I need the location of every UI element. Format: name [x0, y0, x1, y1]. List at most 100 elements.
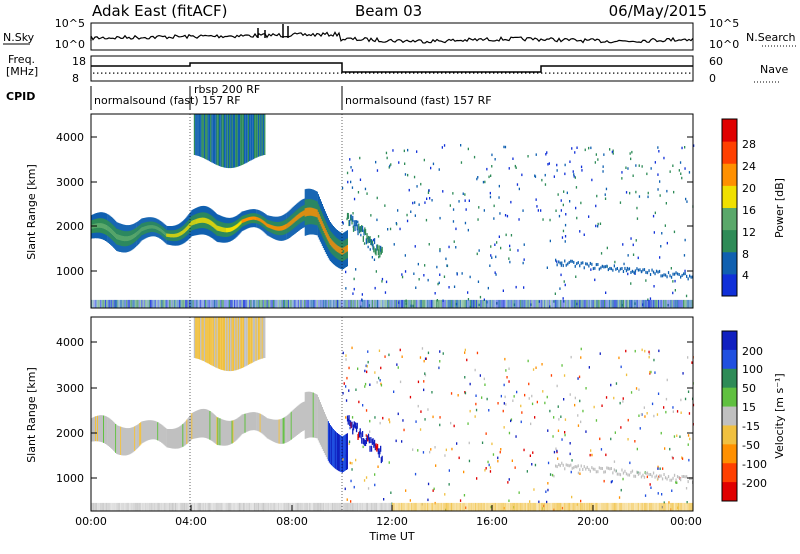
power-cell: [563, 190, 565, 193]
velocity-cell: [578, 375, 581, 379]
velocity-cell: [287, 414, 289, 442]
power-cell: [573, 175, 575, 178]
velocity-cell: [477, 502, 479, 511]
power-cell: [508, 257, 510, 260]
velocity-cell: [195, 411, 197, 439]
power-cell: [660, 274, 662, 278]
power-cell: [272, 299, 275, 308]
power-cell: [330, 299, 332, 308]
power-cell: [193, 114, 196, 155]
velocity-cell: [137, 502, 139, 511]
velocity-cell: [97, 502, 99, 511]
nave-dot: [401, 72, 403, 74]
power-cell: [488, 299, 490, 308]
power-cell: [329, 238, 331, 245]
velocity-cell: [686, 502, 688, 511]
power-cell: [247, 217, 249, 221]
velocity-cell: [282, 418, 284, 444]
velocity-cell: [208, 410, 210, 440]
nave-dot: [201, 72, 203, 74]
power-cell: [190, 222, 192, 227]
velocity-cell: [685, 487, 688, 490]
power-cell: [281, 299, 283, 308]
power-cell: [185, 227, 187, 232]
power-cell: [305, 208, 307, 217]
velocity-cell: [639, 502, 641, 511]
velocity-cell: [548, 502, 550, 511]
velocity-cell: [311, 502, 313, 511]
velocity-colorbar-swatch: [722, 349, 737, 370]
velocity-cell: [579, 472, 581, 475]
power-cbar-tick-16: 16: [742, 204, 756, 217]
velocity-cell: [594, 467, 596, 471]
power-cell: [169, 233, 171, 238]
power-cell: [348, 220, 350, 227]
power-cell: [522, 209, 524, 212]
velocity-cell: [516, 502, 518, 511]
power-cell: [383, 299, 385, 308]
power-cell: [127, 236, 129, 241]
velocity-cell: [397, 502, 399, 511]
velocity-cell: [210, 411, 212, 441]
power-cell: [339, 247, 341, 254]
power-cell: [319, 216, 321, 225]
power-cell: [593, 299, 596, 308]
power-cell: [350, 180, 352, 184]
velocity-cell: [565, 502, 567, 511]
velocity-cell: [532, 368, 535, 371]
velocity-cell: [255, 412, 257, 431]
power-cell: [374, 299, 376, 308]
velocity-cell: [450, 392, 453, 395]
power-cell: [197, 299, 199, 308]
velocity-cell: [157, 422, 159, 441]
power-cell: [589, 261, 591, 265]
nave-dot: [593, 72, 595, 74]
velocity-cell: [544, 401, 546, 405]
velocity-cell: [672, 502, 675, 511]
velocity-cell: [593, 502, 596, 511]
power-cell: [647, 299, 650, 308]
power-cell: [449, 204, 451, 207]
power-colorbar-swatch: [722, 207, 737, 231]
velocity-cell: [595, 502, 597, 511]
power-cell: [452, 192, 454, 195]
power-cell: [104, 299, 106, 308]
power-cell: [242, 114, 245, 165]
nave-dot: [661, 72, 663, 74]
power-cell: [638, 195, 641, 198]
velocity-cell: [476, 477, 478, 480]
power-cell: [166, 299, 168, 308]
power-cell: [521, 299, 523, 308]
velocity-cell: [647, 502, 650, 511]
power-cell: [558, 299, 560, 308]
power-cell: [627, 167, 629, 170]
power-cell: [625, 191, 628, 194]
velocity-cell: [469, 502, 471, 511]
power-cell: [232, 299, 234, 308]
velocity-cell: [551, 473, 554, 477]
power-cell: [406, 213, 408, 217]
power-cell: [161, 229, 163, 233]
velocity-cell: [257, 502, 259, 511]
velocity-cell: [307, 391, 309, 438]
power-cell: [472, 299, 474, 308]
velocity-cell: [368, 437, 370, 444]
power-cell: [566, 191, 568, 195]
velocity-cell: [427, 498, 429, 502]
velocity-cell: [676, 502, 678, 511]
velocity-cell: [435, 502, 438, 511]
velocity-cell: [308, 502, 310, 511]
power-cell: [397, 209, 399, 212]
velocity-cell: [236, 418, 238, 440]
power-cell: [113, 299, 115, 308]
velocity-cell: [585, 387, 587, 390]
power-cell: [200, 114, 202, 157]
power-cell: [473, 299, 475, 308]
velocity-cell: [135, 425, 137, 450]
velocity-cell: [128, 502, 130, 511]
velocity-cell: [666, 502, 668, 511]
power-cell: [260, 299, 262, 308]
nave-dot: [521, 72, 523, 74]
velocity-cell: [580, 356, 582, 359]
velocity-cell: [371, 438, 373, 445]
